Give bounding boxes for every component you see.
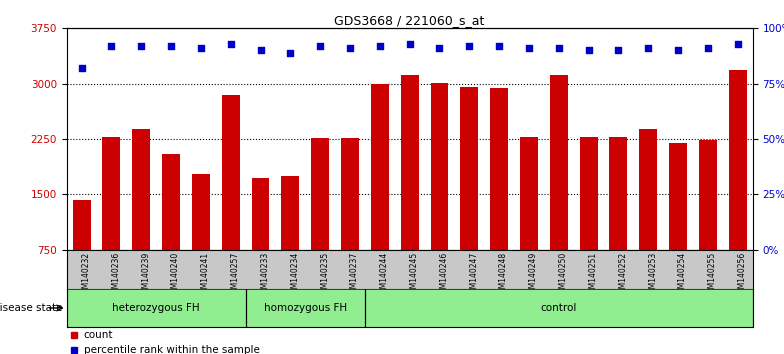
Bar xyxy=(162,154,180,305)
Text: GSM140233: GSM140233 xyxy=(260,251,270,298)
Point xyxy=(642,45,655,51)
Text: GSM140232: GSM140232 xyxy=(82,251,91,298)
Point xyxy=(373,43,386,49)
Text: GSM140250: GSM140250 xyxy=(559,251,568,298)
Point xyxy=(434,45,446,51)
Bar xyxy=(103,137,120,305)
Point xyxy=(194,45,207,51)
Bar xyxy=(579,137,597,305)
Point xyxy=(463,43,476,49)
Point xyxy=(224,41,237,47)
Text: GSM140254: GSM140254 xyxy=(678,251,687,298)
Text: GSM140252: GSM140252 xyxy=(619,251,627,298)
Text: GSM140234: GSM140234 xyxy=(290,251,299,298)
Point xyxy=(254,48,267,53)
Point xyxy=(731,41,744,47)
Point xyxy=(553,45,565,51)
Text: GSM140240: GSM140240 xyxy=(171,251,180,298)
Point xyxy=(105,43,118,49)
Bar xyxy=(311,138,329,305)
Text: disease state: disease state xyxy=(0,303,63,313)
Point xyxy=(523,45,535,51)
Text: GSM140245: GSM140245 xyxy=(409,251,419,298)
Text: GSM140248: GSM140248 xyxy=(499,251,508,298)
Bar xyxy=(430,83,448,305)
Text: GSM140239: GSM140239 xyxy=(141,251,151,298)
Text: GSM140241: GSM140241 xyxy=(201,251,210,298)
Point xyxy=(284,50,296,56)
Text: GSM140235: GSM140235 xyxy=(320,251,329,298)
Text: GSM140257: GSM140257 xyxy=(230,251,240,298)
Bar xyxy=(192,173,210,305)
Text: control: control xyxy=(541,303,577,313)
Bar xyxy=(281,176,299,305)
Bar xyxy=(609,137,627,305)
Point xyxy=(165,43,177,49)
Point xyxy=(75,65,88,71)
Text: percentile rank within the sample: percentile rank within the sample xyxy=(84,345,260,354)
Text: GSM140255: GSM140255 xyxy=(708,251,717,298)
Bar xyxy=(222,95,240,305)
Bar xyxy=(520,137,538,305)
Bar xyxy=(73,200,90,305)
Bar xyxy=(460,87,478,305)
Text: GSM140256: GSM140256 xyxy=(738,251,746,298)
Bar xyxy=(401,75,419,305)
Point xyxy=(702,45,714,51)
Point xyxy=(583,48,595,53)
Bar xyxy=(132,129,151,305)
Text: GSM140246: GSM140246 xyxy=(440,251,448,298)
Text: heterozygous FH: heterozygous FH xyxy=(112,303,200,313)
Bar xyxy=(669,143,687,305)
Text: GSM140244: GSM140244 xyxy=(379,251,389,298)
Bar xyxy=(729,70,746,305)
Text: GSM140251: GSM140251 xyxy=(589,251,597,298)
Bar xyxy=(639,129,657,305)
Bar xyxy=(371,84,389,305)
Text: GSM140236: GSM140236 xyxy=(111,251,121,298)
Point xyxy=(403,41,416,47)
Text: GSM140249: GSM140249 xyxy=(529,251,538,298)
Title: GDS3668 / 221060_s_at: GDS3668 / 221060_s_at xyxy=(335,14,485,27)
Point xyxy=(672,48,684,53)
Text: GSM140237: GSM140237 xyxy=(350,251,359,298)
Text: count: count xyxy=(84,330,114,341)
Point xyxy=(314,43,326,49)
Point xyxy=(343,45,356,51)
Text: GSM140253: GSM140253 xyxy=(648,251,657,298)
Bar xyxy=(341,138,359,305)
Bar xyxy=(490,88,508,305)
Bar xyxy=(550,75,568,305)
Point xyxy=(612,48,625,53)
Point xyxy=(135,43,147,49)
Text: homozygous FH: homozygous FH xyxy=(263,303,347,313)
Bar xyxy=(699,140,717,305)
Text: GSM140247: GSM140247 xyxy=(470,251,478,298)
Bar xyxy=(252,178,270,305)
Point xyxy=(493,43,506,49)
